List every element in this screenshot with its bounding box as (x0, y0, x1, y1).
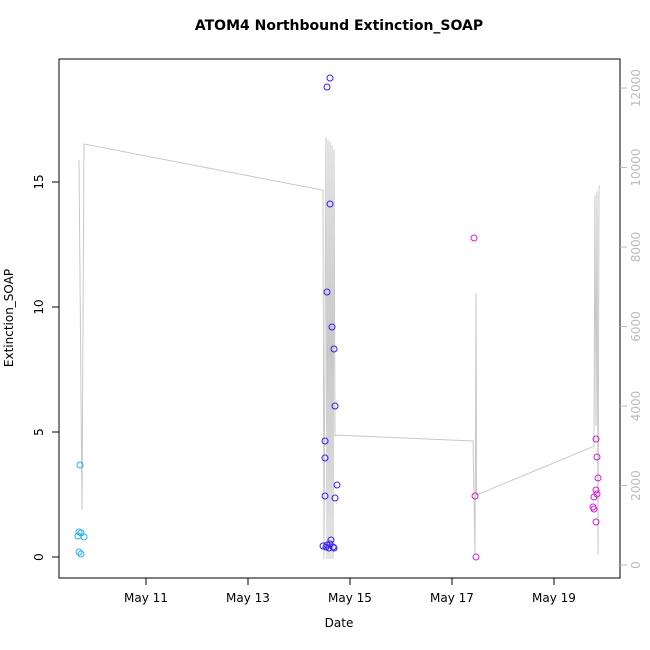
point (321, 454, 329, 462)
point (326, 200, 334, 208)
point (76, 461, 84, 469)
x-tick-label: May 19 (532, 591, 576, 605)
point (75, 548, 83, 556)
chart-title: ATOM4 Northbound Extinction_SOAP (195, 18, 483, 34)
point (329, 543, 337, 551)
point (321, 437, 329, 445)
point (592, 435, 600, 443)
point (592, 518, 600, 526)
x-tick-label: May 13 (226, 591, 270, 605)
point (325, 544, 333, 552)
y-tick-label: 0 (32, 553, 46, 561)
point (327, 536, 335, 544)
point (333, 481, 341, 489)
plot-frame (58, 58, 621, 579)
y2-tick-label: 2000 (629, 470, 643, 501)
point (80, 533, 88, 541)
y2-tick-label: 4000 (629, 391, 643, 422)
point (323, 83, 331, 91)
point (470, 234, 478, 242)
y-axis-label: Extinction_SOAP (2, 269, 16, 367)
point (321, 492, 329, 500)
y-tick-label: 10 (32, 299, 46, 314)
y-tick-label: 15 (32, 174, 46, 189)
line-series (78, 137, 601, 560)
x-tick-label: May 17 (430, 591, 474, 605)
point (590, 505, 598, 513)
point (471, 492, 479, 500)
point (319, 542, 327, 550)
point (590, 493, 598, 501)
point (331, 494, 339, 502)
y-tick-label: 5 (32, 428, 46, 436)
point (77, 550, 85, 558)
point (594, 474, 602, 482)
y2-tick-label: 12000 (629, 69, 643, 107)
point (322, 543, 330, 551)
y2-tick-label: 10000 (629, 148, 643, 186)
point (326, 74, 334, 82)
point (330, 345, 338, 353)
point (323, 288, 331, 296)
x-axis-label: Date (325, 616, 354, 630)
y2-tick-label: 0 (629, 561, 643, 569)
x-tick-label: May 15 (328, 591, 372, 605)
point (330, 544, 338, 552)
y2-tick-label: 6000 (629, 311, 643, 342)
point (328, 323, 336, 331)
x-tick-label: May 11 (124, 591, 168, 605)
point (592, 486, 600, 494)
point (593, 453, 601, 461)
point (331, 402, 339, 410)
point (472, 553, 480, 561)
y2-tick-label: 8000 (629, 232, 643, 263)
